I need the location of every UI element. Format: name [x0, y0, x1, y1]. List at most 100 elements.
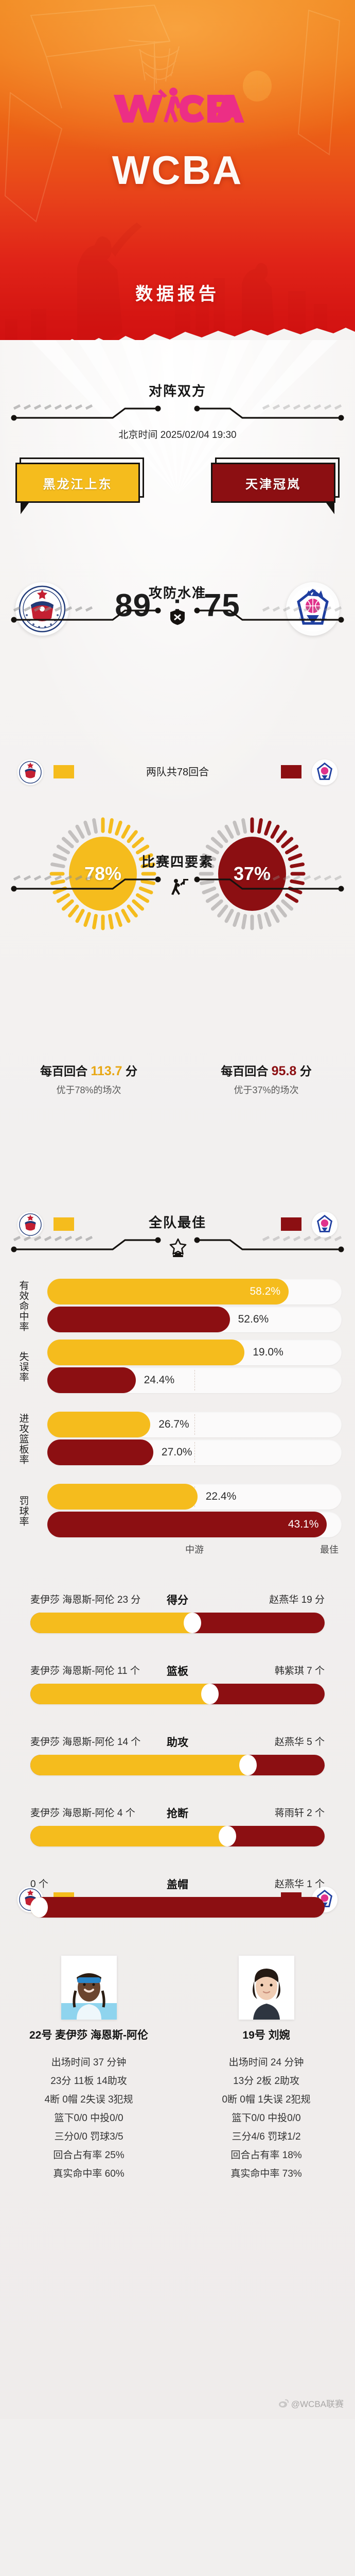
bar-track-home: 26.7%: [47, 1412, 342, 1437]
away-rating-value: 95.8: [271, 1064, 297, 1078]
bar-track-away: 43.1%: [47, 1512, 342, 1537]
section-title-offense-defense: 攻防水准: [148, 585, 206, 601]
away-player-name: 19号 刘婉: [242, 2029, 290, 2041]
player-dunk-icon: [169, 877, 188, 895]
midline: [194, 1370, 195, 1391]
home-best-player-card[interactable]: 22号 麦伊莎 海恩斯-阿伦 出场时间 37 分钟 23分 11板 14助攻 4…: [0, 1956, 177, 2183]
home-team-name: 黑龙江上东: [43, 477, 113, 492]
bar-track-home: 19.0%: [47, 1340, 342, 1365]
basketball-hoop-artwork: [4, 4, 341, 223]
gauge-ticks: [49, 817, 156, 930]
comparison-bar-home: [30, 1755, 248, 1775]
weibo-watermark: @WCBA联赛: [278, 2397, 344, 2410]
comparison-labels: 麦伊莎 海恩斯-阿伦 14 个 助攻 赵燕华 5 个: [30, 1734, 325, 1753]
banner-tail: [21, 503, 29, 514]
four-factor-row: 有效命中率 58.2% 52.6%: [0, 1276, 355, 1336]
four-factors-chart: 有效命中率 58.2% 52.6% 失误率: [0, 1276, 355, 1559]
home-score: 89: [115, 588, 152, 623]
four-factor-label: 进攻篮板率: [17, 1413, 29, 1465]
home-team-crest-mini: [17, 759, 43, 785]
away-best-player-card[interactable]: 19号 刘婉 出场时间 24 分钟 13分 2板 2助攻 0断 0帽 1失误 2…: [177, 1956, 355, 2183]
trophy-star-icon: [169, 1238, 187, 1257]
section-matchup: 对阵双方 北京时间 2025/02/04 19:30: [0, 384, 355, 441]
away-team-banner[interactable]: 天津冠岚: [211, 457, 340, 514]
bar-value-away: 52.6%: [238, 1313, 269, 1325]
comparison-bar-home: [30, 1826, 228, 1846]
comparison-left-text: 麦伊莎 海恩斯-阿伦 23 分: [30, 1595, 141, 1605]
comparison-right-text: 赵燕华 19 分: [269, 1595, 325, 1605]
comparison-right-text: 赵燕华 1 个: [274, 1879, 325, 1890]
banner-fill: 天津冠岚: [211, 463, 335, 503]
comparison-metric: 抢断: [167, 1808, 188, 1820]
comparison-row: 麦伊莎 海恩斯-阿伦 4 个 抢断 蒋雨轩 2 个: [0, 1805, 355, 1855]
bar-fill-home: [47, 1484, 198, 1510]
away-rating-block: 每百回合 95.8 分 优于37%的场次: [177, 1061, 355, 1096]
bar-track-away: 27.0%: [47, 1439, 342, 1465]
comparison-bar-knob: [239, 1755, 257, 1775]
section-title-four-factors: 比赛四要素: [141, 854, 214, 870]
comparison-row: 麦伊莎 海恩斯-阿伦 11 个 篮板 韩紫琪 7 个: [0, 1663, 355, 1713]
comparison-left-text: 0 个: [30, 1879, 48, 1890]
away-player-minutes: 出场时间 24 分钟: [228, 2057, 304, 2068]
legend-offense-defense: 两队共78回合: [0, 757, 355, 787]
comparison-bar-home: [30, 1613, 192, 1633]
away-color-chip: [281, 765, 301, 778]
home-player-line2: 4断 0帽 2失误 3犯规: [44, 2094, 133, 2105]
hero-banner: WCBA 数据报告: [0, 0, 355, 361]
comparison-metric: 盖帽: [167, 1879, 188, 1891]
banner-fill: 黑龙江上东: [15, 463, 140, 503]
gauge-captions: 每百回合 113.7 分 优于78%的场次 每百回合 95.8 分 优于37%的…: [0, 1061, 355, 1097]
section-title-team-best: 全队最佳: [148, 1215, 206, 1230]
comparison-left-text: 麦伊莎 海恩斯-阿伦 4 个: [30, 1808, 135, 1819]
comparison-right-text: 蒋雨轩 2 个: [274, 1808, 325, 1819]
home-color-chip: [54, 1217, 74, 1231]
home-percentile-gauge: 78%: [46, 817, 159, 930]
away-rating-prefix: 每百回合: [221, 1064, 269, 1078]
away-percentile-gauge: 37%: [196, 817, 309, 930]
bar-track-away: 24.4%: [47, 1367, 342, 1393]
bar-fill-home: [47, 1412, 151, 1437]
away-team-crest-mini: [312, 759, 338, 785]
midline: [194, 1414, 195, 1435]
section-title-matchup: 对阵双方: [148, 383, 206, 399]
comparison-bar: [30, 1684, 325, 1704]
bar-fill-away: [47, 1439, 153, 1465]
four-factor-bars: 19.0% 24.4%: [47, 1340, 342, 1395]
weibo-icon: [278, 2399, 289, 2408]
comparison-row: 麦伊莎 海恩斯-阿伦 23 分 得分 赵燕华 19 分: [0, 1592, 355, 1641]
bar-value-away: 27.0%: [161, 1446, 192, 1458]
four-factor-row: 失误率 19.0% 24.4%: [0, 1336, 355, 1397]
comparison-right-text: 韩紫琪 7 个: [274, 1666, 325, 1676]
comparison-row: 麦伊莎 海恩斯-阿伦 14 个 助攻 赵燕华 5 个: [0, 1734, 355, 1784]
section-team-best: 全队最佳: [0, 1215, 355, 1257]
comparison-metric: 篮板: [167, 1666, 188, 1677]
comparison-left-text: 麦伊莎 海恩斯-阿伦 14 个: [30, 1737, 141, 1748]
comparison-labels: 0 个 盖帽 赵燕华 1 个: [30, 1876, 325, 1895]
section-divider: [11, 1236, 344, 1257]
away-score: 75: [203, 588, 240, 623]
home-team-banner[interactable]: 黑龙江上东: [15, 457, 144, 514]
home-player-line5: 回合占有率 25%: [53, 2150, 125, 2161]
gauge-ticks: [199, 817, 306, 930]
comparison-right-text: 赵燕华 5 个: [274, 1737, 325, 1748]
comparison-bar: [30, 1755, 325, 1775]
home-player-minutes: 出场时间 37 分钟: [51, 2057, 127, 2068]
home-player-line4: 三分0/0 罚球3/5: [54, 2131, 123, 2142]
away-team-crest-mini: [312, 1212, 338, 1238]
away-player-line6: 真实命中率 73%: [230, 2168, 302, 2179]
comparison-left-text: 麦伊莎 海恩斯-阿伦 11 个: [30, 1666, 140, 1676]
four-factor-label: 有效命中率: [17, 1280, 29, 1332]
section-divider: [11, 404, 344, 422]
home-gauge-value: 78%: [84, 863, 122, 884]
bar-value-home: 22.4%: [205, 1490, 237, 1502]
home-team-crest-mini: [17, 1212, 43, 1238]
away-player-stats: 出场时间 24 分钟 13分 2板 2助攻 0断 0帽 1失误 2犯规 篮下0/…: [177, 2054, 355, 2183]
comparison-metric: 得分: [167, 1595, 188, 1606]
bar-track-away: 52.6%: [47, 1307, 342, 1332]
comparison-bar-knob: [201, 1684, 219, 1704]
home-color-chip: [54, 765, 74, 778]
scale-best-label: 最佳: [320, 1545, 339, 1555]
banner-tail: [326, 503, 334, 514]
comparison-bar-home: [30, 1684, 210, 1704]
comparison-bar-knob: [30, 1897, 48, 1918]
